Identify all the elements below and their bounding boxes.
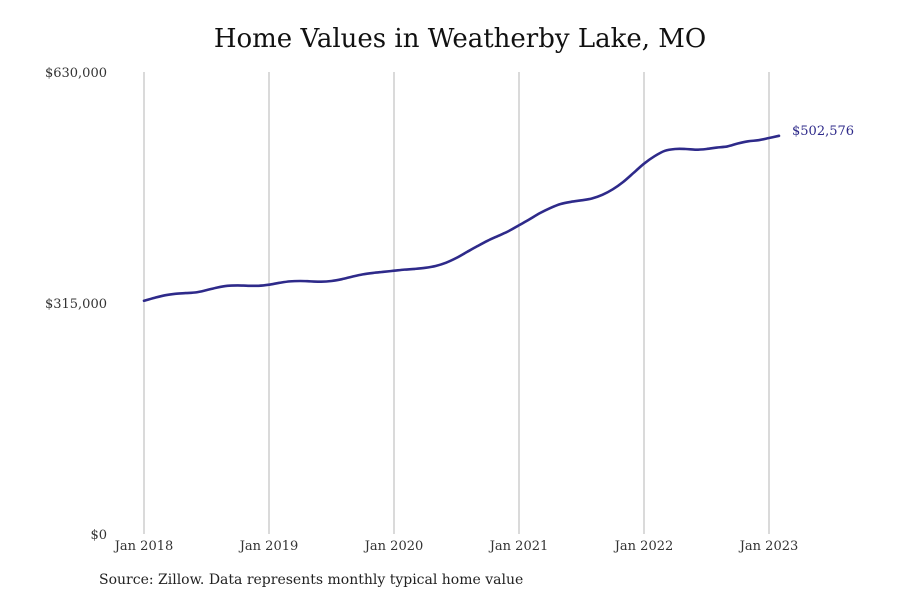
- x-axis-ticks: Jan 2018 Jan 2019 Jan 2020 Jan 2021 Jan 2022…: [113, 539, 799, 554]
- line-chart: $0$315,000$630,000 Jan 2018 Jan 2019 Jan 2…: [45, 66, 854, 554]
- x-tick-label: Jan 2022: [613, 539, 674, 554]
- y-axis-ticks: $0 $315,000 $630,000: [45, 66, 107, 543]
- gridlines: [143, 72, 770, 534]
- y-tick-label: $315,000: [45, 297, 107, 312]
- x-tick-label: Jan 2019: [238, 539, 299, 554]
- end-value-label: $502,576: [792, 124, 854, 139]
- x-tick-label: Jan 2023: [738, 539, 799, 554]
- x-tick-label: Jan 2021: [488, 539, 549, 554]
- y-tick-label: $630,000: [45, 66, 107, 81]
- x-tick-label: Jan 2018: [113, 539, 174, 554]
- source-note: Source: Zillow. Data represents monthly …: [99, 572, 524, 588]
- y-tick-label: $0: [90, 528, 107, 543]
- home-value-line: [142, 134, 781, 303]
- chart-title: Home Values in Weatherby Lake, MO: [213, 24, 707, 54]
- x-tick-label: Jan 2020: [363, 539, 424, 554]
